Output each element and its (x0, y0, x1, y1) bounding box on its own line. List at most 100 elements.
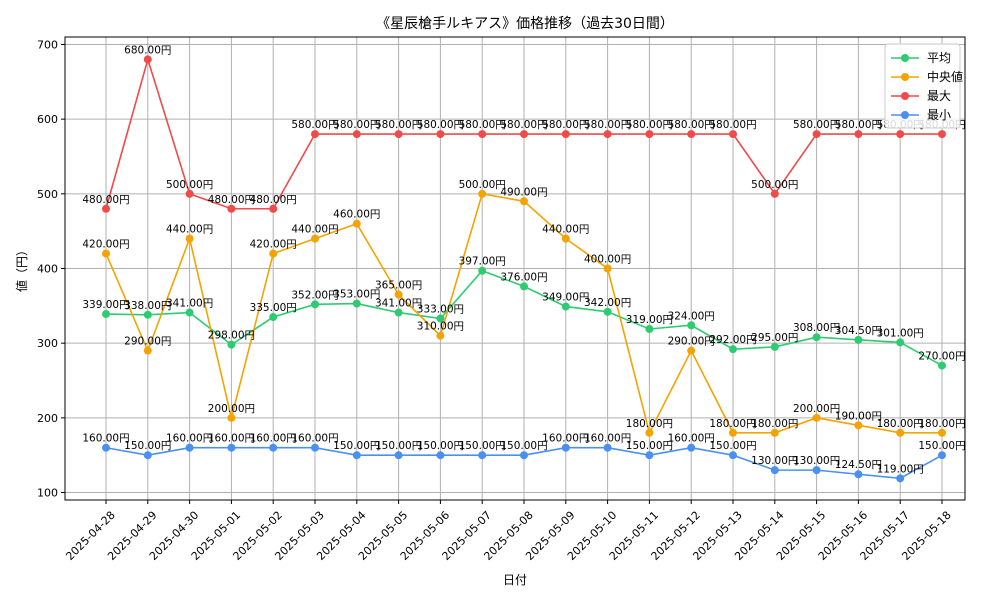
data-point (561, 443, 570, 452)
data-label: 200.00円 (793, 403, 840, 415)
chart-title: 《星辰槍手ルキアス》価格推移（過去30日間） (376, 16, 674, 32)
data-label: 580.00円 (417, 119, 464, 131)
data-point (185, 308, 194, 317)
data-label: 180.00円 (918, 418, 965, 430)
data-label: 333.00円 (417, 304, 464, 316)
data-point (561, 234, 570, 243)
data-point (520, 451, 528, 460)
data-label: 124.50円 (835, 459, 882, 471)
data-label: 580.00円 (291, 119, 338, 131)
data-label: 160.00円 (82, 433, 129, 445)
data-point (938, 451, 946, 460)
data-point (645, 324, 654, 333)
data-point (143, 451, 152, 460)
data-point (770, 342, 779, 351)
data-label: 440.00円 (291, 224, 338, 236)
data-label: 150.00円 (333, 440, 380, 452)
data-point (311, 300, 319, 309)
data-label: 200.00円 (208, 403, 255, 415)
data-label: 150.00円 (459, 440, 506, 452)
data-point (436, 331, 445, 340)
data-point (269, 249, 278, 258)
data-label: 480.00円 (82, 194, 129, 206)
data-label: 150.00円 (709, 440, 756, 452)
data-label: 335.00円 (250, 302, 297, 314)
data-point (854, 470, 863, 479)
data-point (311, 443, 319, 452)
data-point (394, 308, 403, 317)
data-label: 290.00円 (124, 336, 171, 348)
data-point (896, 474, 905, 483)
data-point (561, 130, 570, 139)
data-label: 420.00円 (250, 239, 297, 251)
data-point (352, 130, 361, 139)
data-label: 130.00円 (751, 455, 798, 467)
data-point (185, 234, 194, 243)
data-point (812, 130, 821, 139)
data-label: 160.00円 (166, 433, 213, 445)
data-label: 130.00円 (793, 455, 840, 467)
data-label: 440.00円 (542, 224, 589, 236)
data-label: 349.00円 (542, 292, 589, 304)
data-label: 500.00円 (459, 179, 506, 191)
data-label: 304.50円 (835, 325, 882, 337)
data-point (143, 346, 152, 355)
data-point (227, 443, 236, 452)
data-point (938, 361, 946, 370)
data-label: 150.00円 (918, 440, 965, 452)
data-point (645, 428, 654, 437)
data-point (143, 310, 152, 319)
data-point (729, 428, 737, 437)
data-point (352, 219, 361, 228)
legend-box (884, 43, 961, 129)
data-label: 580.00円 (542, 119, 589, 131)
data-point (729, 130, 737, 139)
y-tick-label: 300 (37, 337, 58, 350)
legend-swatch-marker (901, 54, 909, 62)
data-point (394, 451, 403, 460)
data-label: 365.00円 (375, 280, 422, 292)
y-tick-label: 400 (37, 263, 58, 276)
data-label: 298.00円 (208, 330, 255, 342)
data-label: 353.00円 (333, 289, 380, 301)
data-label: 295.00円 (751, 332, 798, 344)
data-point (645, 451, 654, 460)
data-label: 680.00円 (124, 44, 171, 56)
x-axis: 2025-04-282025-04-292025-04-302025-05-01… (63, 500, 954, 563)
data-point (269, 313, 278, 322)
data-label: 580.00円 (584, 119, 631, 131)
data-label: 310.00円 (417, 321, 464, 333)
data-point (896, 130, 905, 139)
data-point (770, 428, 779, 437)
data-label: 400.00円 (584, 254, 631, 266)
data-label: 342.00円 (584, 297, 631, 309)
x-axis-label: 日付 (503, 573, 527, 587)
data-point (102, 443, 110, 452)
data-point (102, 310, 110, 319)
data-label: 270.00円 (918, 351, 965, 363)
legend-swatch-marker (901, 73, 909, 81)
data-point (352, 299, 361, 308)
data-point (729, 451, 737, 460)
data-point (854, 130, 863, 139)
data-label: 190.00円 (835, 410, 882, 422)
data-label: 180.00円 (751, 418, 798, 430)
data-label: 319.00円 (626, 314, 673, 326)
legend-swatch-marker (901, 92, 909, 100)
data-label: 160.00円 (291, 433, 338, 445)
data-label: 150.00円 (375, 440, 422, 452)
data-point (269, 204, 278, 213)
data-point (478, 451, 487, 460)
data-point (227, 413, 236, 422)
legend-label: 平均 (927, 51, 951, 65)
data-label: 580.00円 (333, 119, 380, 131)
data-label: 150.00円 (124, 440, 171, 452)
series-layer (102, 55, 946, 483)
data-label: 460.00円 (333, 209, 380, 221)
series-3 (102, 443, 946, 483)
data-point (938, 130, 946, 139)
data-point (603, 264, 612, 273)
data-point (520, 197, 528, 206)
data-point (185, 443, 194, 452)
